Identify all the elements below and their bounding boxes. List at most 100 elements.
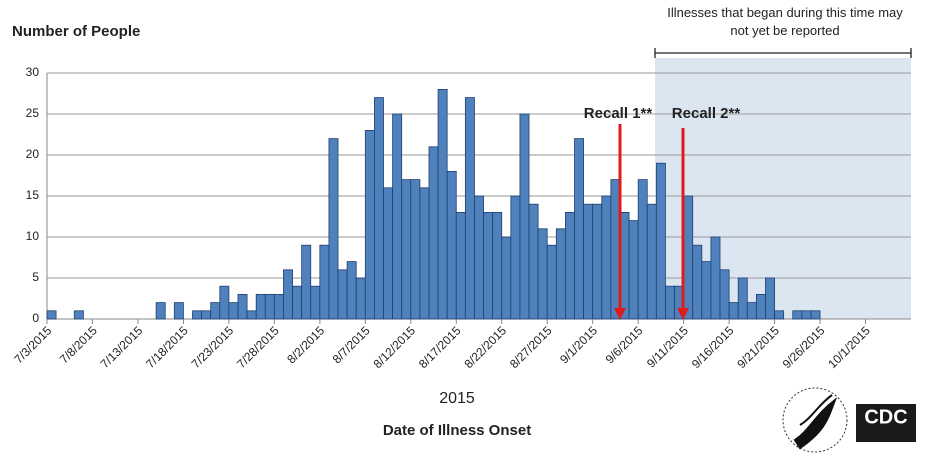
x-year: 2015 — [439, 390, 475, 407]
bar — [701, 261, 712, 320]
bar — [583, 203, 594, 320]
bar — [755, 293, 766, 320]
bar — [374, 97, 384, 320]
x-tick-label: 7/3/2015 — [11, 323, 54, 366]
y-tick-label: 20 — [26, 147, 40, 161]
x-tick-label: 10/1/2015 — [825, 323, 873, 371]
bar — [474, 195, 484, 320]
bar — [710, 236, 721, 320]
y-tick-label: 25 — [26, 106, 40, 120]
bar — [73, 310, 84, 320]
x-tick-label: 8/12/2015 — [371, 323, 419, 371]
bar — [328, 138, 339, 320]
bar — [628, 220, 639, 320]
bar — [392, 113, 403, 320]
bar — [555, 228, 566, 320]
bar — [455, 211, 466, 320]
bar — [273, 293, 284, 320]
bar — [446, 170, 457, 320]
recall-arrowhead — [677, 308, 689, 320]
bar — [565, 211, 575, 320]
cdc-logo — [856, 404, 916, 442]
bar — [346, 261, 357, 320]
x-tick-label: 7/8/2015 — [57, 323, 100, 366]
x-tick-label: 7/13/2015 — [98, 323, 146, 371]
bar — [537, 228, 548, 320]
bar — [655, 162, 666, 320]
bar — [264, 293, 275, 320]
bar — [192, 310, 203, 320]
bar — [428, 146, 439, 320]
bar — [737, 277, 748, 320]
bar — [501, 236, 512, 320]
bar — [774, 310, 785, 320]
y-tick-label: 10 — [26, 229, 40, 243]
bar — [173, 302, 184, 320]
x-tick-label: 7/28/2015 — [234, 323, 282, 371]
bar — [637, 179, 648, 320]
bar — [364, 129, 375, 320]
bar — [437, 89, 448, 320]
cdc-logo-text: CDC — [864, 406, 907, 428]
bar — [292, 285, 303, 320]
bar — [46, 310, 57, 320]
note-box: Illnesses that began during this time ma… — [667, 5, 903, 38]
bar — [483, 211, 494, 320]
x-tick-label: 9/11/2015 — [644, 323, 691, 370]
annotation: Recall 1** — [584, 105, 653, 122]
bar — [528, 203, 539, 320]
x-tick-label: 7/23/2015 — [189, 323, 237, 371]
bar — [665, 285, 675, 320]
bar — [546, 244, 557, 320]
x-tick-label: 7/18/2015 — [143, 323, 191, 371]
bar — [492, 211, 503, 320]
bar — [410, 179, 421, 320]
hhs-logo — [782, 387, 848, 453]
bar — [337, 269, 348, 320]
bar — [237, 293, 248, 320]
bar — [746, 302, 757, 320]
bar — [301, 244, 312, 320]
note: Illnesses that began during this time ma… — [667, 5, 903, 38]
y-tick-label: 30 — [26, 65, 40, 79]
bar — [419, 187, 430, 320]
bar — [801, 310, 812, 320]
bar — [310, 285, 321, 320]
x-axis-title: Date of Illness Onset — [383, 422, 531, 439]
bar — [601, 195, 612, 320]
bar — [383, 187, 393, 320]
bar — [155, 302, 166, 320]
x-tick-label: 9/26/2015 — [780, 323, 828, 371]
bar — [728, 302, 739, 320]
annotation: Recall 2** — [672, 105, 741, 122]
bar — [219, 285, 230, 320]
bar — [792, 310, 803, 320]
bar — [228, 302, 239, 320]
bar — [246, 310, 257, 320]
x-tick-label: 9/6/2015 — [603, 323, 646, 366]
bar — [283, 269, 293, 320]
x-tick-label: 8/22/2015 — [461, 323, 509, 371]
y-tick-label: 5 — [32, 270, 39, 284]
x-tick-label: 8/27/2015 — [507, 323, 555, 371]
bar — [464, 97, 475, 320]
x-tick-label: 8/7/2015 — [330, 323, 373, 366]
bar — [683, 195, 694, 320]
bar — [510, 195, 521, 320]
recall-arrowhead — [614, 308, 626, 320]
y-tick-label: 0 — [32, 311, 39, 325]
bar — [401, 179, 412, 320]
bar — [255, 293, 266, 320]
x-tick-label: 9/16/2015 — [689, 323, 737, 371]
x-tick-label: 9/21/2015 — [734, 323, 782, 371]
bar — [719, 269, 730, 320]
y-tick-label: 15 — [26, 188, 40, 202]
note-bracket — [654, 48, 912, 58]
bar — [355, 277, 366, 320]
bar — [210, 302, 221, 320]
y-axis-title: Number of People — [12, 23, 140, 40]
x-tick-label: 8/2/2015 — [284, 323, 327, 366]
bar — [692, 244, 703, 320]
bar — [201, 310, 212, 320]
